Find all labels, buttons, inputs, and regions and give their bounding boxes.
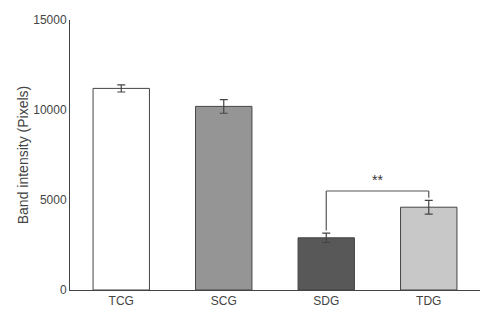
- svg-text:SDG: SDG: [313, 294, 339, 308]
- svg-text:15000: 15000: [33, 13, 67, 27]
- svg-text:5000: 5000: [40, 193, 67, 207]
- svg-text:TDG: TDG: [416, 294, 441, 308]
- svg-text:10000: 10000: [33, 103, 67, 117]
- svg-text:SCG: SCG: [211, 294, 237, 308]
- svg-text:TCG: TCG: [109, 294, 134, 308]
- svg-text:0: 0: [60, 283, 67, 297]
- svg-text:Band intensity (Pixels): Band intensity (Pixels): [15, 86, 31, 225]
- svg-text:**: **: [372, 172, 383, 188]
